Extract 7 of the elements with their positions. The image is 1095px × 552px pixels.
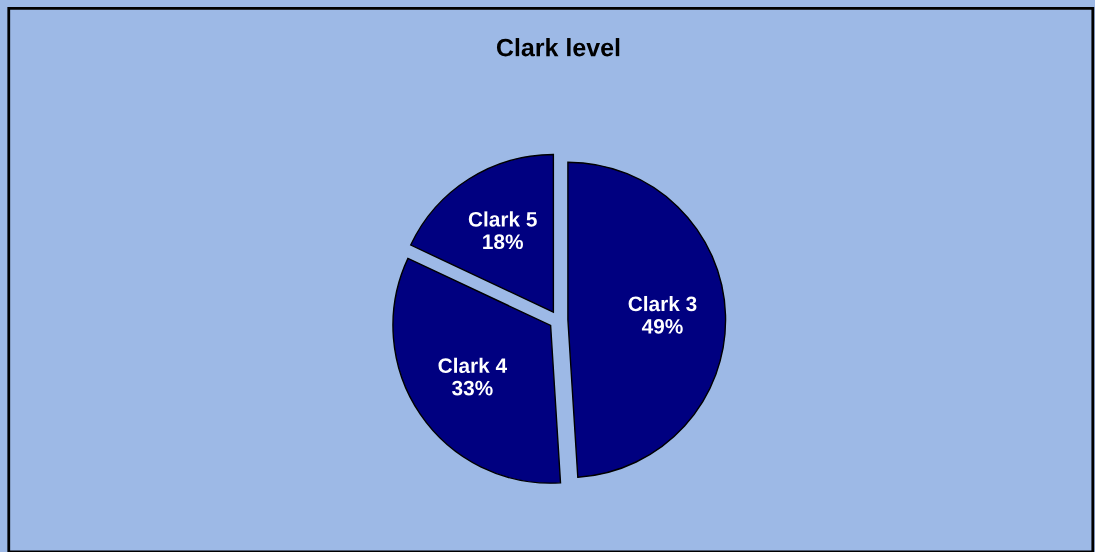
data-label: 49% [641,318,683,334]
slice-label: Clark 4 [438,357,508,374]
slice-label: Clark 3 [628,295,697,312]
slice-label: Clark 5 [468,211,537,227]
chart-title: Clark level [496,38,620,57]
data-label: 18% [483,234,523,250]
data-label: 33% [452,380,493,396]
